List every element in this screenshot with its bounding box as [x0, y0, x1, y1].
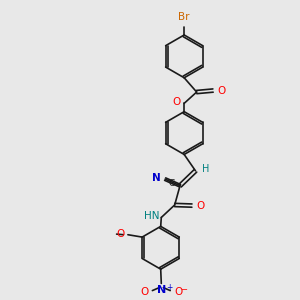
Text: O: O — [172, 97, 180, 107]
Text: O: O — [174, 287, 183, 297]
Text: HN: HN — [144, 211, 160, 221]
Text: O: O — [140, 287, 148, 297]
Text: O: O — [196, 201, 205, 211]
Text: N: N — [157, 285, 166, 295]
Text: +: + — [166, 284, 172, 292]
Text: Br: Br — [178, 13, 190, 22]
Text: O: O — [218, 85, 226, 96]
Text: C: C — [169, 179, 175, 188]
Text: H: H — [202, 164, 209, 174]
Text: N: N — [152, 173, 161, 183]
Text: −: − — [180, 286, 187, 295]
Text: O: O — [116, 229, 124, 239]
